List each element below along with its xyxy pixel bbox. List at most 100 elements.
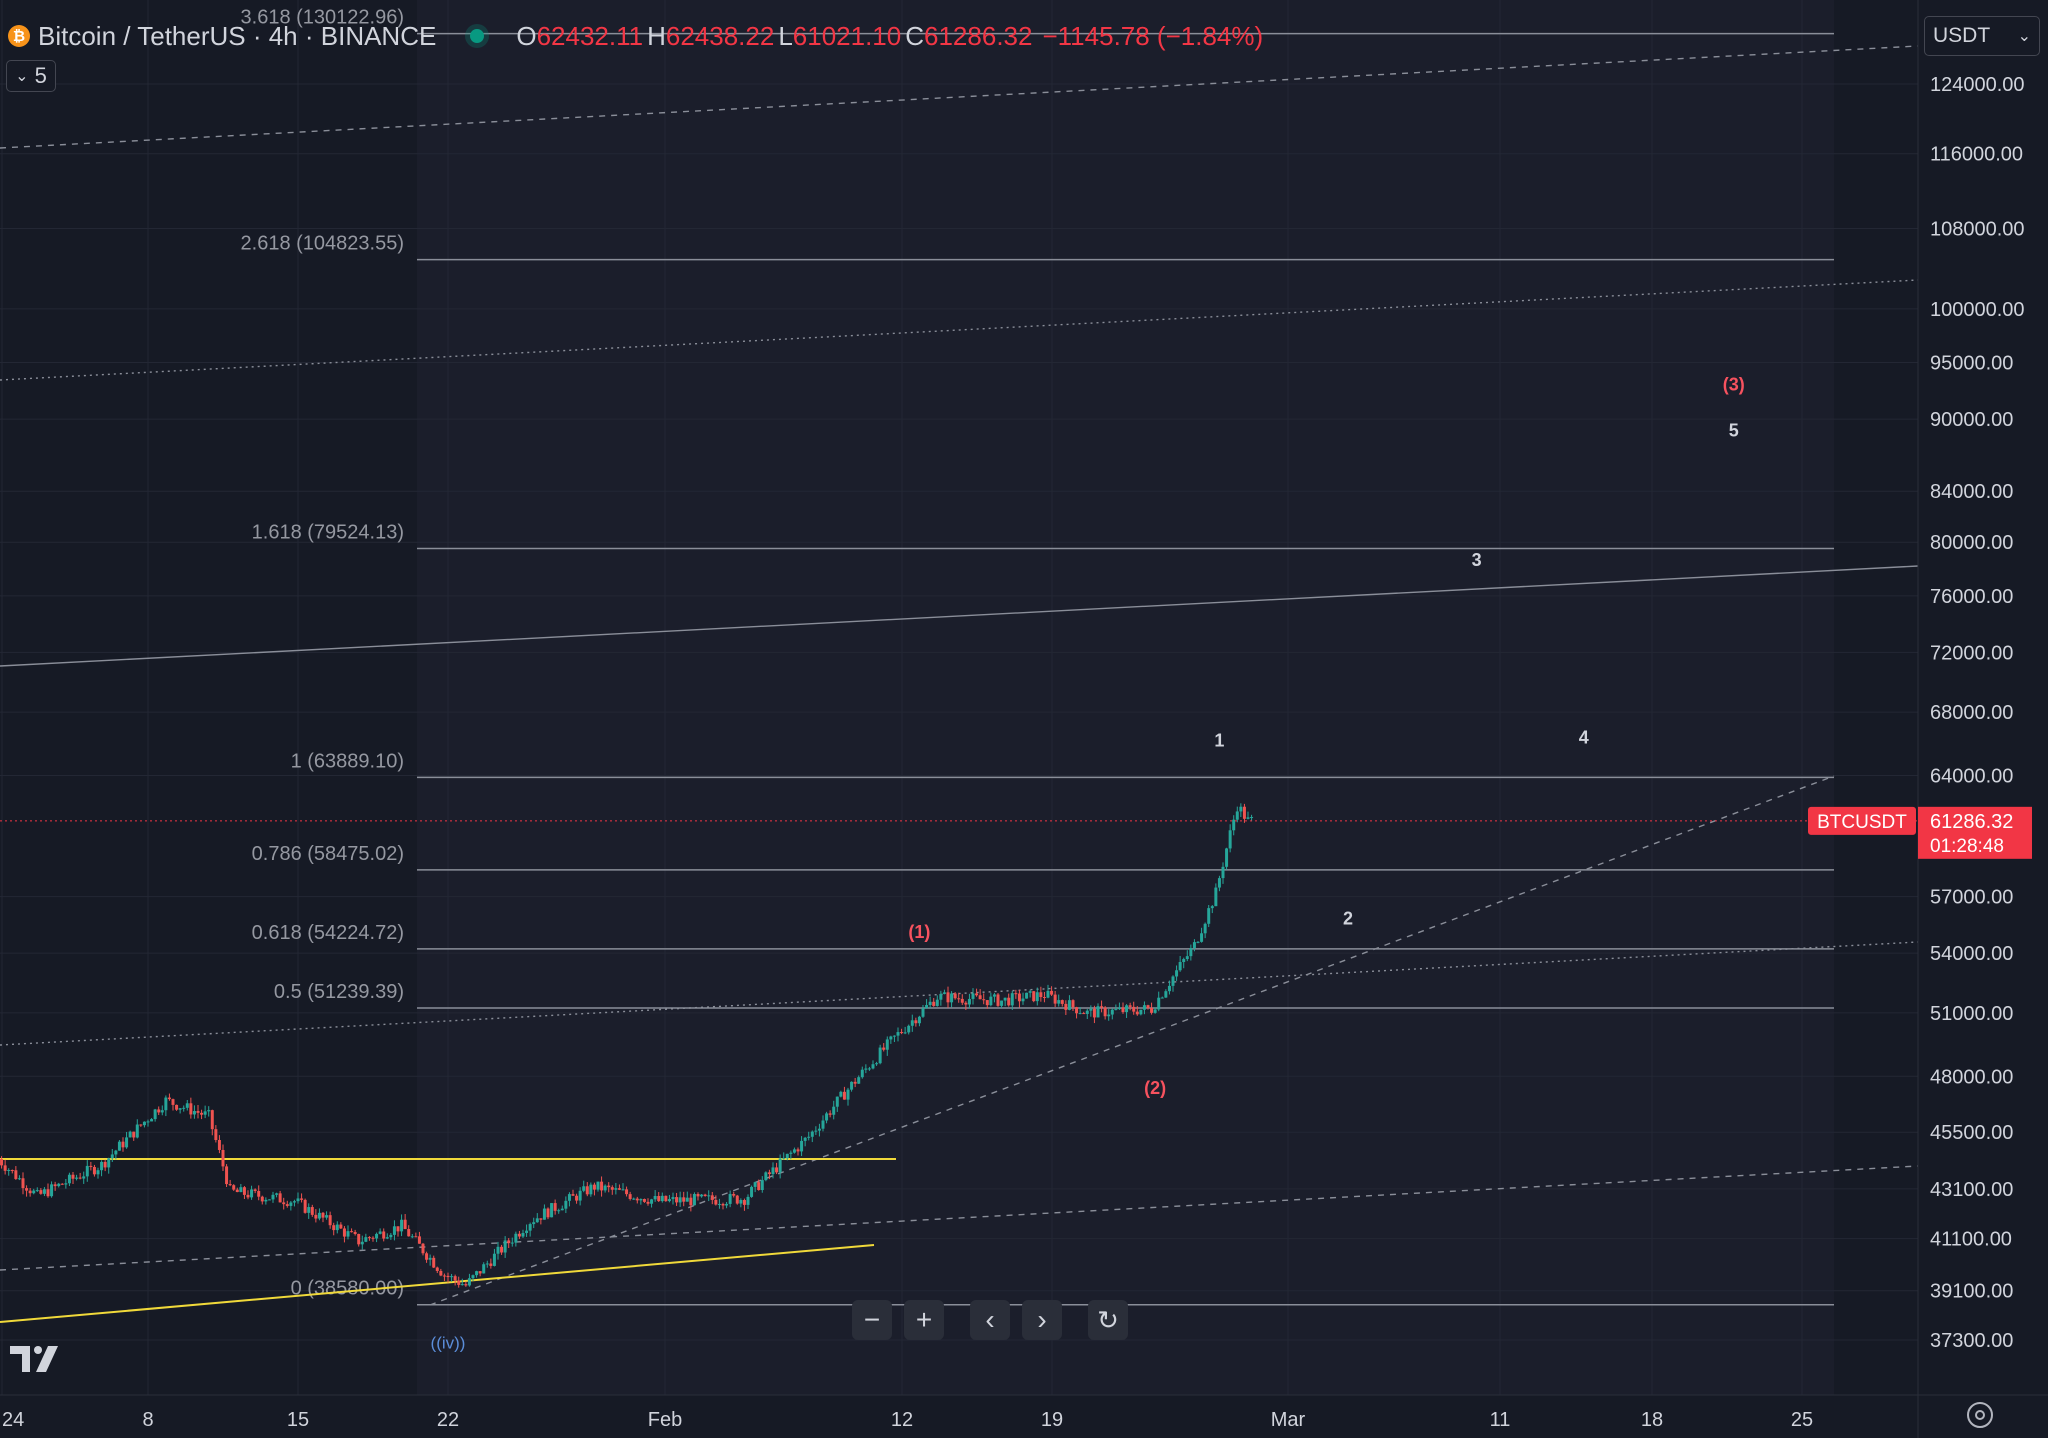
candle-body bbox=[185, 1103, 189, 1108]
price-tag-value: 61286.32 bbox=[1930, 811, 2013, 833]
candle-body bbox=[739, 1200, 743, 1204]
fib-level-label: 1 (63889.10) bbox=[291, 750, 404, 772]
candle-body bbox=[500, 1246, 504, 1253]
candle-body bbox=[146, 1121, 150, 1123]
symbol-tag-label: BTCUSDT bbox=[1817, 812, 1907, 833]
candle-body bbox=[339, 1224, 343, 1229]
candle-body bbox=[835, 1096, 839, 1107]
candle-body bbox=[350, 1231, 354, 1233]
candle-body bbox=[928, 1001, 932, 1005]
candle-body bbox=[1153, 1009, 1157, 1013]
candle-body bbox=[1200, 933, 1204, 942]
zoom-in-button[interactable]: + bbox=[904, 1300, 944, 1340]
symbol-tag bbox=[1808, 806, 1916, 835]
candle-body bbox=[189, 1103, 193, 1115]
candle-body bbox=[442, 1275, 446, 1277]
candle-body bbox=[242, 1187, 246, 1195]
price-tick-label: 108000.00 bbox=[1930, 218, 2025, 240]
price-tick-label: 48000.00 bbox=[1930, 1066, 2013, 1088]
yellow-trendline[interactable] bbox=[0, 1244, 875, 1323]
candle-body bbox=[32, 1190, 36, 1194]
candle-body bbox=[978, 995, 982, 1000]
candle-body bbox=[121, 1141, 125, 1148]
time-tick-label: 19 bbox=[1041, 1409, 1063, 1431]
wave-label: 5 bbox=[1729, 421, 1739, 441]
candle-body bbox=[921, 1008, 925, 1017]
candle-body bbox=[35, 1190, 39, 1192]
candle-body bbox=[46, 1189, 50, 1197]
candle-body bbox=[767, 1172, 771, 1175]
candle-body bbox=[160, 1110, 164, 1113]
trendline[interactable] bbox=[429, 775, 1835, 1306]
fib-retracement[interactable]: 3.618 (130122.96) 2.618 (104823.55) 1.618 … bbox=[241, 7, 1834, 1306]
candle-body bbox=[453, 1276, 457, 1281]
candle-body bbox=[321, 1212, 325, 1218]
candle-body bbox=[910, 1020, 914, 1026]
candle-body bbox=[225, 1166, 229, 1185]
time-axis[interactable]: 24 8 15 22 Feb 12 19 Mar 11 18 25 bbox=[2, 1409, 1813, 1431]
price-axis[interactable]: 124000.00 116000.00 108000.00 100000.00 9500… bbox=[1930, 74, 2025, 1352]
candle-body bbox=[1239, 806, 1243, 812]
candle-body bbox=[1096, 1006, 1100, 1018]
candle-body bbox=[107, 1158, 111, 1168]
candle-body bbox=[867, 1068, 871, 1070]
trendline[interactable] bbox=[0, 45, 1919, 149]
candle-body bbox=[1110, 1009, 1114, 1015]
candle-body bbox=[717, 1203, 721, 1205]
candle-body bbox=[600, 1181, 604, 1191]
candle-body bbox=[110, 1154, 114, 1159]
price-tick-label: 72000.00 bbox=[1930, 642, 2013, 664]
candle-body bbox=[417, 1236, 421, 1244]
candle-body bbox=[1060, 1000, 1064, 1004]
candle-body bbox=[1039, 992, 1043, 998]
candle-body bbox=[264, 1199, 268, 1202]
candle-body bbox=[1196, 941, 1200, 943]
candle-body bbox=[485, 1263, 489, 1265]
candle-body bbox=[1142, 1005, 1146, 1010]
candle-body bbox=[935, 999, 939, 1006]
candle-body bbox=[85, 1165, 89, 1177]
candle-body bbox=[478, 1271, 482, 1274]
candle-body bbox=[178, 1108, 182, 1110]
candle-body bbox=[246, 1194, 250, 1198]
candle-body bbox=[1053, 994, 1057, 1004]
trendline[interactable] bbox=[0, 279, 1919, 381]
candle-body bbox=[267, 1199, 271, 1201]
trendline[interactable] bbox=[0, 565, 1919, 667]
candle-body bbox=[367, 1237, 371, 1239]
zoom-out-button[interactable]: − bbox=[852, 1300, 892, 1340]
reset-chart-button[interactable]: ↻ bbox=[1088, 1300, 1128, 1340]
scroll-left-button[interactable]: ‹ bbox=[970, 1300, 1010, 1340]
candle-body bbox=[400, 1219, 404, 1232]
trendline[interactable] bbox=[0, 1165, 1919, 1271]
settings-gear-icon[interactable] bbox=[1967, 1402, 1993, 1428]
candle-body bbox=[150, 1119, 154, 1122]
scroll-right-button[interactable]: › bbox=[1022, 1300, 1062, 1340]
price-tick-label: 54000.00 bbox=[1930, 943, 2013, 965]
candle-body bbox=[610, 1187, 614, 1190]
candle-body bbox=[1021, 998, 1025, 1002]
candle-body bbox=[489, 1263, 493, 1266]
fib-level-label: 0.786 (58475.02) bbox=[252, 843, 404, 865]
currency-select[interactable]: USDT ⌄ bbox=[1924, 16, 2040, 56]
wave-label: (1) bbox=[908, 922, 930, 942]
candle-body bbox=[39, 1190, 43, 1194]
candle-body bbox=[628, 1194, 632, 1199]
candle-body bbox=[814, 1130, 818, 1132]
price-tick-label: 45500.00 bbox=[1930, 1122, 2013, 1144]
candle-body bbox=[1182, 959, 1186, 963]
candle-body bbox=[296, 1198, 300, 1202]
indicators-collapse-button[interactable]: ⌄ 5 bbox=[6, 60, 56, 92]
time-tick-label: 11 bbox=[1490, 1409, 1511, 1431]
close-value: 61286.32 bbox=[924, 20, 1033, 51]
candle-body bbox=[785, 1153, 789, 1159]
candle-body bbox=[396, 1226, 400, 1232]
symbol-title[interactable]: Bitcoin / TetherUS · 4h · BINANCE bbox=[38, 20, 437, 51]
candle-body bbox=[125, 1137, 129, 1148]
candle-body bbox=[371, 1237, 375, 1239]
candle-body bbox=[1175, 970, 1179, 977]
candle-body bbox=[1046, 990, 1050, 998]
candle-body bbox=[864, 1068, 868, 1070]
candle-body bbox=[7, 1169, 11, 1171]
